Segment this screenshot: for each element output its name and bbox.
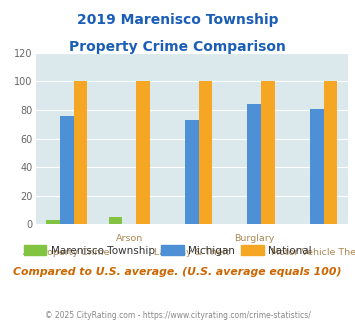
Text: Larceny & Theft: Larceny & Theft (154, 248, 230, 257)
Text: Motor Vehicle Theft: Motor Vehicle Theft (271, 248, 355, 257)
Bar (310, 109, 323, 224)
Text: Arson: Arson (116, 234, 143, 243)
Text: Property Crime Comparison: Property Crime Comparison (69, 40, 286, 53)
Bar (73, 82, 87, 224)
Bar (60, 116, 73, 224)
Bar (198, 82, 212, 224)
Text: © 2025 CityRating.com - https://www.cityrating.com/crime-statistics/: © 2025 CityRating.com - https://www.city… (45, 311, 310, 320)
Bar (323, 82, 337, 224)
Bar (185, 120, 198, 224)
Bar (136, 82, 150, 224)
Bar (109, 217, 122, 224)
Bar (261, 82, 275, 224)
Bar (46, 220, 60, 224)
Text: Compared to U.S. average. (U.S. average equals 100): Compared to U.S. average. (U.S. average … (13, 267, 342, 277)
Text: Burglary: Burglary (234, 234, 274, 243)
Text: All Property Crime: All Property Crime (23, 248, 110, 257)
Text: 2019 Marenisco Township: 2019 Marenisco Township (77, 13, 278, 27)
Bar (247, 104, 261, 224)
Legend: Marenisco Township, Michigan, National: Marenisco Township, Michigan, National (20, 241, 316, 260)
